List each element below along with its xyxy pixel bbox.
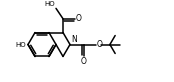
- Text: O: O: [76, 14, 82, 23]
- Text: HO: HO: [15, 41, 26, 47]
- Text: N: N: [71, 35, 77, 44]
- Text: O: O: [97, 40, 103, 49]
- Text: HO: HO: [44, 1, 55, 7]
- Text: O: O: [81, 57, 87, 66]
